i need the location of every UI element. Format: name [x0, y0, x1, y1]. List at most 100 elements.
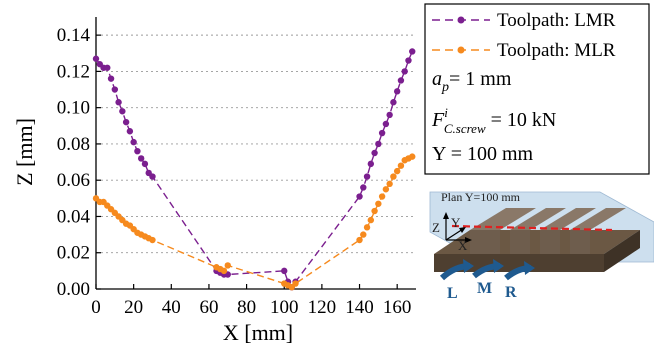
data-point [382, 120, 390, 128]
data-point [363, 224, 371, 231]
data-point [367, 160, 375, 168]
series [92, 48, 416, 291]
y-tick-label: 0.02 [57, 243, 90, 264]
param-ap: ap= 1 mm [432, 68, 512, 95]
data-point [401, 68, 408, 75]
coordinate-axes: Z Y X [432, 212, 472, 253]
data-point [393, 88, 401, 95]
rib-front [540, 230, 560, 254]
letter-r: R [505, 284, 517, 301]
x-tick-label: 100 [270, 297, 299, 318]
legend-frame [424, 3, 650, 175]
x-tick-label: 20 [124, 297, 143, 318]
data-point [397, 77, 405, 84]
data-point [375, 140, 382, 148]
data-point [122, 118, 130, 126]
rib-top [540, 208, 596, 230]
data-point [393, 167, 401, 175]
legend-marker-lmr [457, 16, 465, 24]
arrow-r: R [504, 261, 535, 301]
data-point [360, 184, 367, 191]
block-side [604, 230, 640, 272]
data-point [130, 138, 137, 146]
y-ticks: 0.00 0.02 0.04 0.06 0.08 0.10 0.12 0.14 [57, 25, 101, 300]
axis-y-label: Y [451, 215, 461, 230]
x-tick-label: 140 [345, 297, 374, 318]
y-tick-label: 0.08 [57, 134, 90, 155]
arrow-l: L [439, 259, 474, 302]
x-ticks: 0 20 40 60 80 100 120 140 160 [91, 284, 411, 318]
data-point [409, 48, 416, 55]
x-tick-label: 160 [383, 297, 412, 318]
plane-label: Plan Y=100 mm [441, 190, 521, 204]
legend-item-lmr: Toolpath: LMR [432, 10, 616, 31]
data-point [356, 193, 363, 200]
legend-label-mlr: Toolpath: MLR [497, 40, 616, 61]
data-point [141, 160, 149, 168]
data-point [292, 280, 299, 287]
data-point [119, 108, 126, 115]
data-point [386, 180, 393, 188]
rib-top [470, 208, 536, 230]
x-axis-label: X [mm] [223, 320, 293, 345]
data-point [397, 162, 405, 169]
data-point [390, 173, 397, 180]
series-lmr [92, 48, 416, 291]
letter-l: L [447, 285, 458, 302]
y-tick-label: 0.10 [57, 98, 90, 119]
data-point [378, 193, 386, 200]
data-point [405, 57, 412, 64]
data-point [104, 64, 111, 71]
rib-top [510, 208, 566, 230]
data-point [92, 55, 100, 62]
legend-label-lmr: Toolpath: LMR [497, 10, 616, 31]
data-point [363, 173, 371, 180]
data-point [149, 236, 156, 244]
data-point [378, 129, 386, 137]
rib-top [570, 208, 626, 230]
series-line [95, 51, 413, 289]
data-point [281, 267, 288, 275]
y-axis-label: Z [mm] [12, 118, 37, 186]
rib-front [510, 230, 530, 254]
param-y: Y = 100 mm [432, 143, 534, 165]
data-point [134, 147, 141, 155]
axis-z-label: Z [432, 220, 440, 235]
letter-m: M [477, 280, 492, 297]
workpiece-illustration: Plan Y=100 mm Z Y X [429, 190, 654, 302]
legend-marker-mlr [457, 46, 465, 54]
data-point [371, 149, 378, 157]
param-force: Fi C.screw = 10 kN [431, 105, 556, 136]
data-point [220, 267, 228, 275]
y-tick-label: 0.14 [57, 25, 91, 46]
x-tick-label: 80 [237, 297, 256, 318]
data-point [149, 173, 156, 180]
rib-front [570, 230, 590, 254]
data-point [386, 111, 393, 119]
x-tick-label: 0 [91, 297, 101, 318]
axis-x-label: X [458, 238, 468, 253]
data-point [356, 236, 363, 244]
data-point [375, 200, 382, 207]
data-point [224, 262, 231, 269]
y-tick-label: 0.06 [57, 170, 90, 191]
data-point [107, 75, 115, 82]
data-point [115, 99, 122, 106]
y-tick-label: 0.00 [57, 279, 90, 300]
data-point [409, 153, 416, 160]
data-point [367, 216, 375, 224]
legend-item-mlr: Toolpath: MLR [432, 40, 616, 61]
data-point [137, 155, 145, 162]
rib-front [470, 230, 500, 254]
data-point [126, 128, 134, 135]
data-point [111, 86, 119, 93]
arrow-m: M [472, 259, 504, 297]
grid [96, 34, 416, 254]
x-tick-label: 120 [308, 297, 337, 318]
legend: Toolpath: LMR Toolpath: MLR ap= 1 mm Fi C… [424, 3, 650, 175]
x-tick-label: 40 [162, 297, 181, 318]
series-mlr [92, 153, 416, 291]
x-tick-label: 60 [199, 297, 218, 318]
data-point [360, 231, 367, 238]
